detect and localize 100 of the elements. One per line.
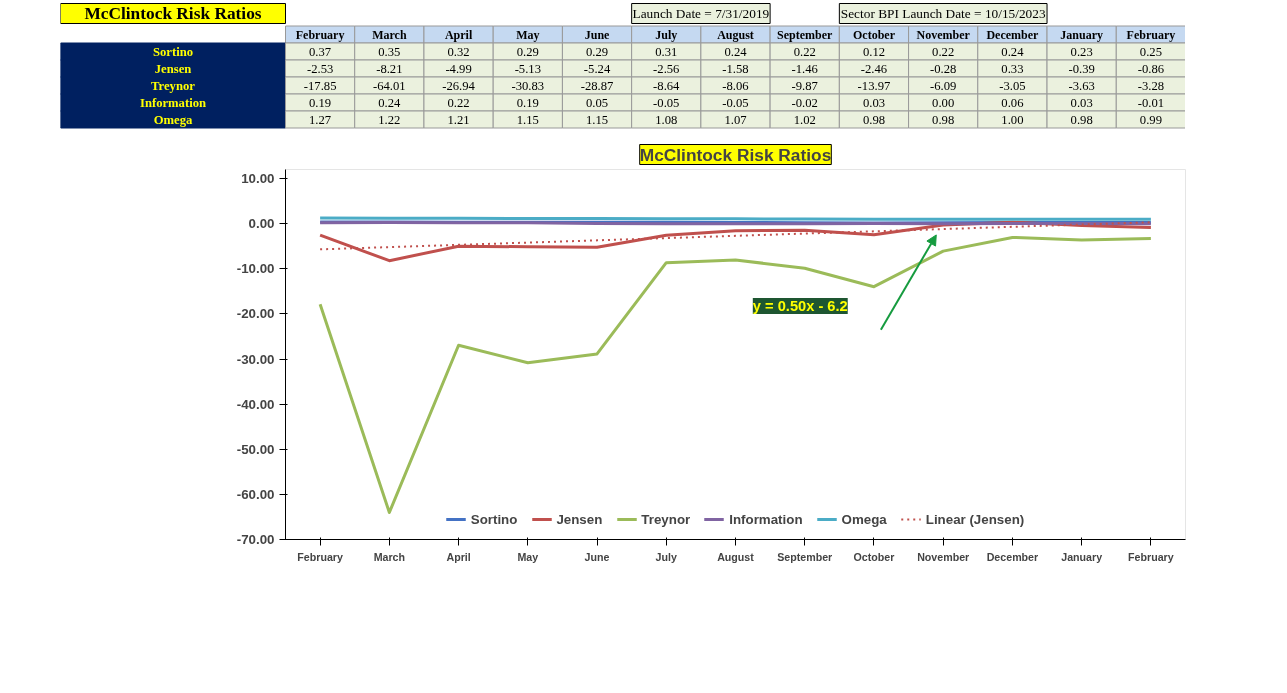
text: McClintock Risk Ratios: [84, 4, 262, 23]
data-label: 0.12: [862, 44, 886, 59]
data-label: -26.94: [442, 78, 476, 93]
data-label: -3.63: [1068, 78, 1095, 93]
data-label: -0.01: [1137, 95, 1165, 110]
x-tick-label: October: [853, 550, 895, 563]
data-label: -13.97: [857, 78, 891, 93]
data-label: -64.01: [373, 78, 406, 93]
category-label: October: [852, 27, 895, 42]
x-tick-label: November: [917, 550, 970, 563]
data-label: 1.15: [585, 112, 609, 127]
y-tick-label: -40.00: [236, 396, 275, 412]
x-tick-label: February: [1128, 550, 1174, 563]
category-label: September: [777, 27, 833, 42]
x-tick-label: March: [373, 550, 406, 563]
data-label: 0.22: [793, 44, 816, 59]
y-tick-label: -60.00: [236, 486, 275, 502]
data-label: -1.58: [722, 61, 749, 76]
data-label: -5.24: [583, 61, 611, 76]
legend-label: Information: [729, 511, 803, 527]
y-tick-label: -70.00: [236, 532, 275, 547]
x-tick-label: December: [986, 550, 1039, 563]
data-label: -8.64: [653, 78, 681, 93]
data-label: -3.05: [999, 78, 1026, 93]
data-label: 1.02: [793, 112, 816, 127]
data-label: -9.87: [791, 78, 818, 93]
data-label: 0.29: [516, 44, 539, 59]
data-label: -0.05: [722, 95, 749, 110]
x-tick-label: February: [297, 550, 343, 563]
y-tick-label: -30.00: [236, 351, 275, 367]
data-label: -28.87: [580, 78, 614, 93]
data-label: 0.35: [378, 44, 401, 59]
data-label: 1.27: [309, 112, 332, 127]
chart-title: McClintock Risk Ratios: [639, 144, 832, 165]
data-label: 0.03: [1070, 95, 1093, 110]
data-label: 1.00: [1001, 112, 1024, 127]
data-label: -5.13: [514, 61, 541, 76]
y-tick-label: -20.00: [236, 306, 275, 322]
text: Treynor: [151, 78, 195, 93]
data-label: -1.46: [791, 61, 818, 76]
data-label: 0.05: [585, 95, 609, 110]
text: Jensen: [154, 61, 192, 76]
data-label: -0.39: [1068, 61, 1095, 76]
x-tick-label: May: [517, 550, 539, 563]
data-label: 0.00: [932, 95, 955, 110]
data-label: 0.25: [1139, 44, 1162, 59]
data-label: 0.22: [447, 95, 470, 110]
data-label: -2.46: [860, 61, 888, 76]
text: Sortino: [152, 44, 194, 59]
data-label: 0.24: [724, 44, 748, 59]
data-label: 0.32: [447, 44, 470, 59]
legend-label: Sortino: [470, 511, 518, 527]
y-tick-label: 10.00: [241, 171, 275, 187]
data-label: 1.07: [724, 112, 747, 127]
data-label: 0.98: [1070, 112, 1093, 127]
category-label: March: [372, 27, 407, 42]
x-tick-label: April: [446, 550, 471, 563]
annotation: y = 0.50x - 6.2: [752, 297, 848, 314]
data-label: 0.19: [309, 95, 332, 110]
text: Launch Date = 7/31/2019: [632, 6, 770, 21]
data-label: -30.83: [511, 78, 545, 93]
data-label: 0.99: [1139, 112, 1162, 127]
data-label: 0.03: [862, 95, 886, 110]
y-tick-label: -10.00: [236, 261, 275, 277]
data-label: 0.98: [932, 112, 955, 127]
data-label: -8.21: [376, 61, 403, 76]
data-label: 0.23: [1070, 44, 1093, 59]
data-label: -3.28: [1137, 78, 1165, 93]
legend-label: Omega: [841, 511, 887, 527]
data-label: -2.56: [653, 61, 680, 76]
data-label: -4.99: [445, 61, 472, 76]
data-label: -6.09: [930, 78, 957, 93]
category-label: February: [295, 27, 345, 42]
data-label: 0.06: [1001, 95, 1024, 110]
data-label: 0.37: [309, 44, 332, 59]
category-label: November: [916, 27, 970, 42]
data-label: -0.86: [1137, 61, 1165, 76]
data-label: 0.22: [932, 44, 955, 59]
data-label: 0.31: [655, 44, 678, 59]
x-tick-label: July: [655, 550, 677, 563]
data-label: 0.24: [378, 95, 402, 110]
x-tick-label: September: [777, 550, 833, 563]
category-label: August: [717, 27, 754, 42]
category-label: February: [1126, 27, 1176, 42]
data-label: 0.19: [516, 95, 539, 110]
data-label: -0.05: [653, 95, 680, 110]
data-label: 0.29: [585, 44, 609, 59]
data-label: 1.15: [516, 112, 539, 127]
data-label: 0.24: [1001, 44, 1025, 59]
y-tick-label: -50.00: [236, 441, 275, 457]
data-label: -8.06: [722, 78, 749, 93]
text: Omega: [153, 112, 193, 127]
data-label: 1.22: [378, 112, 401, 127]
x-tick-label: August: [717, 550, 755, 563]
category-label: July: [655, 27, 678, 42]
category-label: December: [986, 27, 1039, 42]
x-tick-label: January: [1061, 550, 1103, 563]
y-tick-label: 0.00: [248, 216, 275, 232]
category-label: May: [516, 27, 540, 42]
category-label: January: [1060, 27, 1103, 42]
